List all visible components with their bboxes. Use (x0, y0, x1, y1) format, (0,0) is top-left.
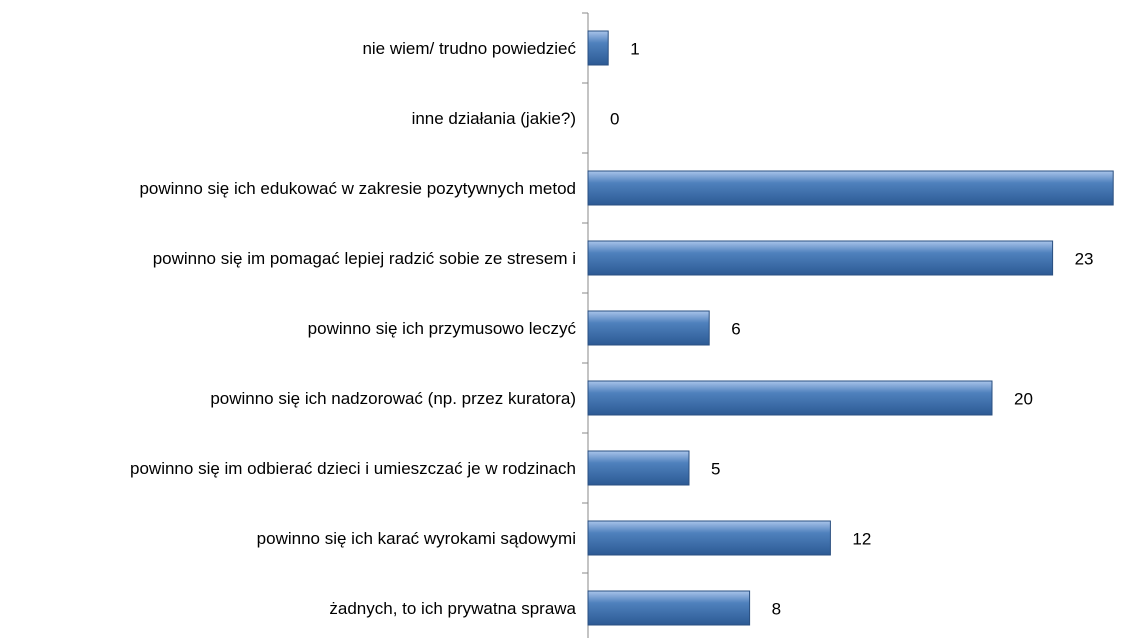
bar (587, 310, 710, 346)
bar (587, 30, 609, 66)
category-label: powinno się ich karać wyrokami sądowymi (256, 528, 576, 548)
category-label: nie wiem/ trudno powiedzieć (362, 38, 576, 58)
value-label: 20 (1014, 389, 1033, 408)
bar (587, 450, 690, 486)
bar (587, 380, 993, 416)
value-label: 6 (731, 319, 740, 338)
category-label: powinno się im odbierać dzieci i umieszc… (130, 458, 576, 478)
category-label: inne działania (jakie?) (411, 108, 576, 128)
value-label: 1 (630, 39, 639, 58)
value-label: 5 (711, 459, 720, 478)
value-label: 0 (610, 109, 619, 128)
value-label: 23 (1075, 249, 1094, 268)
bar (587, 240, 1054, 276)
category-label: powinno się ich edukować w zakresie pozy… (139, 178, 576, 198)
bar (587, 520, 831, 556)
bar (587, 590, 751, 626)
value-label: 8 (772, 599, 781, 618)
category-label: powinno się im pomagać lepiej radzić sob… (152, 248, 576, 268)
category-label: żadnych, to ich prywatna sprawa (329, 598, 576, 618)
value-label: 12 (852, 529, 871, 548)
category-label: powinno się ich nadzorować (np. przez ku… (210, 388, 576, 408)
bar (587, 170, 1114, 206)
category-label: powinno się ich przymusowo leczyć (307, 318, 576, 338)
